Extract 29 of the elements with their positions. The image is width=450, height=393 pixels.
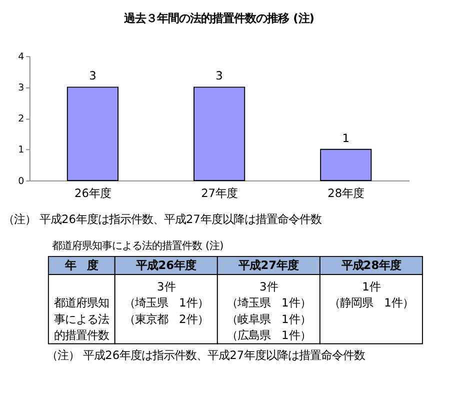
text: （埼玉県 1件） [226, 296, 311, 310]
y-tick-label: 2 [18, 114, 24, 125]
text: （注） 平成26年度は指示件数、平成27年度以降は措置命令件数 [2, 212, 322, 226]
category-label: 年 度 [64, 258, 98, 272]
text: （広島県 1件） [226, 328, 311, 342]
chart-title: 過去３年間の法的措置件数の推移 (注) [123, 10, 314, 25]
text: 都道府県知事による法的措置件数 [54, 296, 110, 342]
x-tick-label: 27年度 [201, 186, 238, 200]
text: （岐阜県 1件） [226, 312, 311, 326]
text: （注） 平成26年度は指示件数、平成27年度以降は措置命令件数 [46, 348, 366, 362]
y-tick-label: 1 [18, 144, 24, 156]
category-label: 平成27年度 [238, 258, 299, 272]
data-label: 3 [89, 68, 96, 83]
text: 3件 [157, 280, 176, 294]
data-label: 1 [342, 130, 350, 145]
text: （静岡県 1件） [329, 296, 414, 310]
category-label: 平成26年度 [135, 258, 196, 272]
y-tick-label: 3 [18, 82, 24, 94]
y-tick-label: 4 [18, 51, 24, 62]
text: 3件 [260, 280, 278, 294]
x-tick-label: 28年度 [328, 186, 364, 200]
y-tick-label: 0 [18, 176, 24, 187]
x-tick-label: 26年度 [74, 186, 111, 200]
text: 1件 [362, 280, 380, 294]
text: 都道府県知事による法的措置件数 (注) [52, 240, 224, 252]
text: （東京都 2件） [124, 312, 208, 326]
text: （埼玉県 1件） [124, 296, 208, 310]
data-label: 3 [216, 68, 223, 83]
category-label: 平成28年度 [340, 258, 402, 272]
